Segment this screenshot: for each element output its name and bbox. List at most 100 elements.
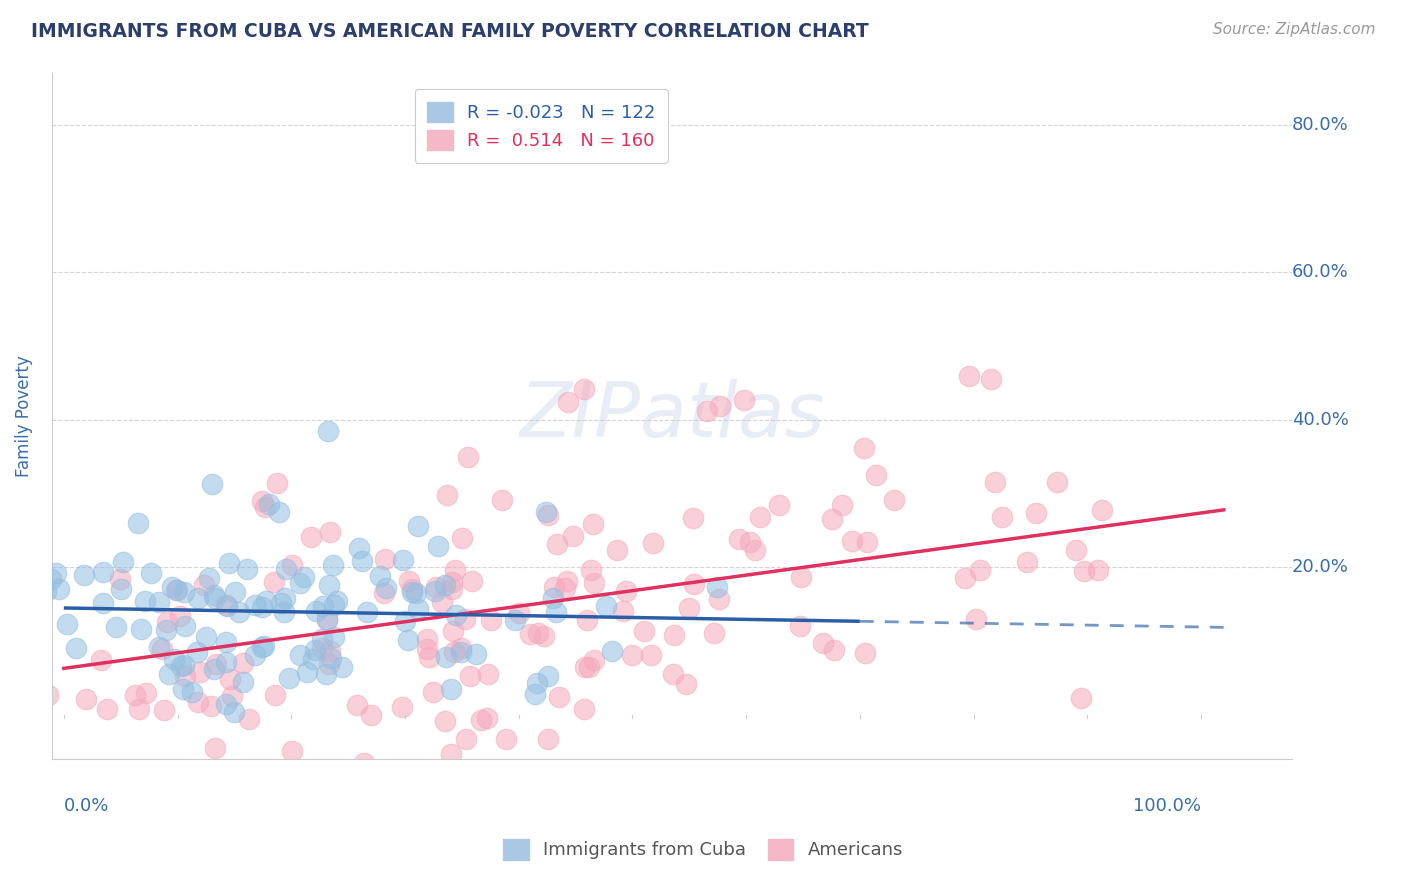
Point: [215, 598, 238, 612]
Point: [75, 692, 97, 706]
Point: [583, 575, 606, 590]
Point: [440, 747, 463, 762]
Point: [215, 655, 238, 669]
Point: [547, 690, 569, 705]
Point: [273, 605, 295, 619]
Point: [15, 653, 38, 667]
Point: [470, 713, 492, 727]
Point: [440, 681, 463, 696]
Point: [224, 584, 246, 599]
Point: [524, 687, 547, 701]
Point: [682, 511, 704, 525]
Point: [110, 582, 132, 597]
Point: [326, 594, 349, 608]
Point: [250, 494, 273, 508]
Point: [217, 599, 239, 613]
Point: [232, 675, 254, 690]
Point: [984, 475, 1007, 490]
Point: [200, 698, 222, 713]
Point: [855, 534, 877, 549]
Y-axis label: Family Poverty: Family Poverty: [15, 355, 32, 476]
Point: [0, 574, 22, 588]
Point: [37, 688, 59, 702]
Point: [643, 536, 665, 550]
Text: 80.0%: 80.0%: [1292, 116, 1348, 134]
Point: [733, 393, 755, 408]
Point: [128, 702, 150, 716]
Point: [269, 505, 291, 519]
Point: [491, 493, 513, 508]
Text: ZIPatlas: ZIPatlas: [519, 379, 825, 453]
Point: [259, 497, 281, 511]
Point: [190, 665, 212, 679]
Point: [318, 643, 340, 657]
Point: [683, 577, 706, 591]
Point: [134, 594, 156, 608]
Point: [579, 563, 602, 577]
Point: [305, 604, 328, 618]
Point: [236, 562, 259, 576]
Point: [350, 554, 373, 568]
Point: [264, 688, 287, 702]
Point: [299, 530, 322, 544]
Point: [526, 675, 548, 690]
Point: [198, 571, 221, 585]
Point: [316, 613, 339, 627]
Point: [1017, 555, 1039, 569]
Point: [295, 665, 318, 680]
Point: [312, 599, 335, 614]
Point: [374, 552, 396, 566]
Point: [173, 584, 195, 599]
Point: [980, 372, 1002, 386]
Point: [853, 441, 876, 455]
Point: [675, 677, 697, 691]
Point: [250, 640, 273, 654]
Point: [953, 571, 976, 585]
Point: [290, 575, 312, 590]
Point: [458, 668, 481, 682]
Point: [221, 689, 243, 703]
Point: [749, 510, 772, 524]
Point: [969, 563, 991, 577]
Point: [323, 630, 346, 644]
Point: [159, 666, 181, 681]
Point: [392, 553, 415, 567]
Point: [1087, 564, 1109, 578]
Point: [316, 612, 339, 626]
Point: [541, 591, 564, 606]
Point: [347, 541, 370, 556]
Point: [228, 605, 250, 619]
Text: 0.0%: 0.0%: [63, 797, 110, 814]
Point: [416, 642, 439, 657]
Point: [111, 555, 134, 569]
Point: [738, 535, 761, 549]
Point: [557, 574, 579, 589]
Point: [1064, 543, 1087, 558]
Point: [582, 516, 605, 531]
Text: 60.0%: 60.0%: [1292, 263, 1348, 281]
Point: [706, 580, 728, 594]
Point: [572, 382, 595, 396]
Point: [557, 395, 579, 409]
Point: [554, 582, 576, 596]
Point: [155, 623, 177, 637]
Point: [90, 653, 112, 667]
Point: [405, 586, 427, 600]
Point: [853, 646, 876, 660]
Point: [0, 611, 7, 625]
Point: [709, 591, 731, 606]
Point: [406, 519, 429, 533]
Point: [479, 613, 502, 627]
Legend: R = -0.023   N = 122, R =  0.514   N = 160: R = -0.023 N = 122, R = 0.514 N = 160: [415, 89, 668, 163]
Point: [401, 584, 423, 599]
Point: [288, 648, 311, 662]
Point: [401, 582, 423, 596]
Point: [368, 569, 391, 583]
Point: [263, 575, 285, 590]
Point: [91, 596, 114, 610]
Point: [503, 613, 526, 627]
Point: [253, 639, 276, 653]
Point: [831, 498, 853, 512]
Point: [0, 543, 22, 558]
Point: [301, 652, 323, 666]
